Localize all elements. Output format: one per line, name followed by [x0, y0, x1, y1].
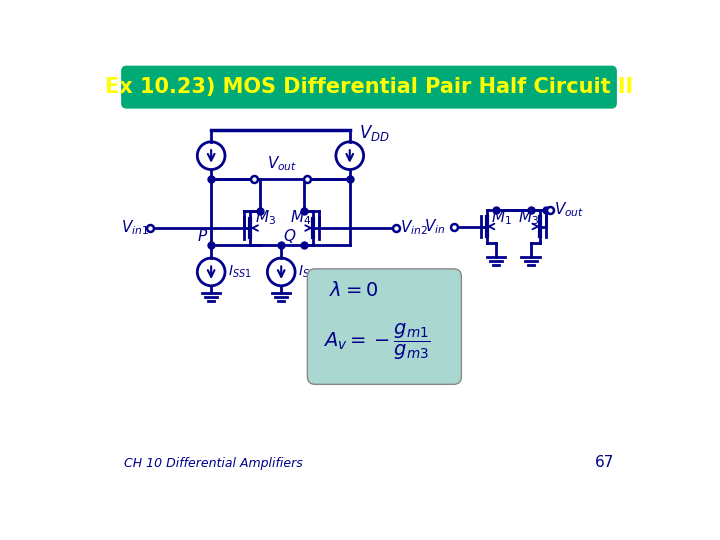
Text: $\lambda = 0$: $\lambda = 0$: [329, 281, 378, 300]
Text: $M_1$: $M_1$: [492, 208, 513, 227]
Text: $M_4$: $M_4$: [289, 208, 311, 227]
Text: $I_{SS1}$: $I_{SS1}$: [228, 264, 252, 280]
Text: $I_{SS2}$: $I_{SS2}$: [298, 264, 322, 280]
Text: $V_{out}$: $V_{out}$: [267, 154, 297, 173]
Text: $V_{out}$: $V_{out}$: [554, 200, 584, 219]
Text: $Q$: $Q$: [283, 227, 296, 245]
Text: $A_v = -\dfrac{g_{m1}}{g_{m3}}$: $A_v = -\dfrac{g_{m1}}{g_{m3}}$: [323, 322, 431, 362]
Text: 67: 67: [595, 455, 614, 470]
FancyBboxPatch shape: [122, 66, 616, 108]
Text: $V_{in}$: $V_{in}$: [425, 217, 446, 236]
Text: $M_3$: $M_3$: [518, 208, 539, 227]
Text: $P$: $P$: [197, 228, 209, 244]
Text: $V_{DD}$: $V_{DD}$: [359, 123, 390, 143]
Text: Ex 10.23) MOS Differential Pair Half Circuit II: Ex 10.23) MOS Differential Pair Half Cir…: [105, 77, 633, 97]
Text: CH 10 Differential Amplifiers: CH 10 Differential Amplifiers: [124, 457, 303, 470]
FancyBboxPatch shape: [307, 269, 462, 384]
Text: $V_{in2}$: $V_{in2}$: [400, 219, 428, 238]
Text: $V_{in1}$: $V_{in1}$: [121, 219, 149, 238]
Text: $M_3$: $M_3$: [255, 208, 276, 227]
